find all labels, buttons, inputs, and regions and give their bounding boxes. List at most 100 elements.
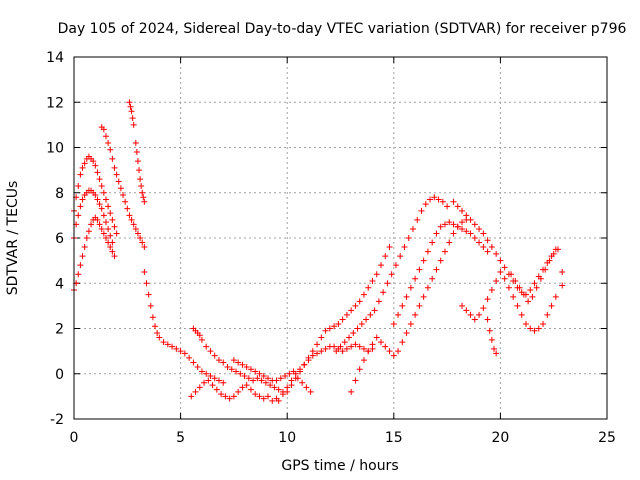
y-tick-label: -2 xyxy=(50,412,64,428)
y-tick-label: 12 xyxy=(46,95,64,111)
data-point xyxy=(130,221,137,228)
chart-title: Day 105 of 2024, Sidereal Day-to-day VTE… xyxy=(58,21,627,37)
data-point xyxy=(122,198,129,205)
data-point xyxy=(241,373,248,380)
data-point xyxy=(235,359,242,366)
data-point xyxy=(222,393,229,400)
data-point xyxy=(77,203,84,210)
data-point xyxy=(533,284,540,291)
data-point xyxy=(77,262,84,269)
data-point xyxy=(128,216,135,223)
data-point xyxy=(75,271,82,278)
data-point xyxy=(230,393,237,400)
data-point xyxy=(333,348,340,355)
y-axis-label: SDTVAR / TECUs xyxy=(5,181,21,296)
data-point xyxy=(450,221,457,228)
data-point xyxy=(356,298,363,305)
data-point xyxy=(98,182,105,189)
data-point xyxy=(247,366,254,373)
data-point xyxy=(271,384,278,391)
data-point xyxy=(218,391,225,398)
data-point xyxy=(109,248,116,255)
data-point xyxy=(420,293,427,300)
data-point xyxy=(388,271,395,278)
data-point xyxy=(559,268,566,275)
data-point xyxy=(75,182,82,189)
data-point xyxy=(137,235,144,241)
data-point xyxy=(373,271,380,278)
data-point xyxy=(107,146,114,153)
data-point xyxy=(386,244,393,251)
data-point xyxy=(107,210,114,217)
data-point xyxy=(424,248,431,255)
data-point xyxy=(348,388,355,395)
data-point xyxy=(550,250,557,257)
data-point xyxy=(559,282,566,289)
data-point xyxy=(369,341,376,348)
data-point xyxy=(331,343,338,350)
data-point xyxy=(111,164,118,171)
data-point xyxy=(476,239,483,246)
data-point xyxy=(527,325,534,332)
data-point xyxy=(79,164,86,171)
data-point xyxy=(160,339,167,346)
data-point xyxy=(352,341,359,348)
data-point xyxy=(518,311,525,318)
data-point xyxy=(79,196,86,203)
data-point xyxy=(441,221,448,228)
data-point xyxy=(420,257,427,264)
data-point xyxy=(346,334,353,341)
data-point xyxy=(429,239,436,246)
data-point xyxy=(431,194,438,201)
data-point xyxy=(262,379,269,386)
data-point xyxy=(363,316,370,323)
data-point xyxy=(277,375,284,382)
data-point xyxy=(439,198,446,205)
data-point xyxy=(471,235,478,241)
data-point xyxy=(111,223,118,230)
data-point xyxy=(493,350,500,357)
data-point xyxy=(79,253,86,260)
data-point xyxy=(243,363,250,370)
data-point xyxy=(367,311,374,318)
data-point xyxy=(395,348,402,355)
data-point xyxy=(145,291,152,298)
data-point xyxy=(258,377,265,384)
data-point xyxy=(105,203,112,210)
data-point xyxy=(247,386,254,393)
data-point xyxy=(399,339,406,346)
data-point xyxy=(141,268,148,275)
data-point xyxy=(85,228,92,235)
data-point xyxy=(463,307,470,314)
y-tick-label: 10 xyxy=(46,141,64,157)
data-point xyxy=(529,293,536,300)
data-point xyxy=(130,121,137,128)
data-point xyxy=(437,223,444,230)
data-point xyxy=(120,192,127,199)
data-point xyxy=(435,196,442,203)
data-point xyxy=(109,216,116,223)
data-point xyxy=(186,354,193,361)
data-point xyxy=(196,384,203,391)
data-point xyxy=(207,348,214,355)
data-point xyxy=(305,354,312,361)
data-point xyxy=(134,158,141,165)
data-point xyxy=(98,225,105,232)
data-point xyxy=(493,250,500,257)
data-point xyxy=(296,368,303,375)
data-point xyxy=(213,386,220,393)
data-point xyxy=(243,382,250,389)
data-point xyxy=(480,305,487,312)
x-tick-labels: 0 5 10 15 20 25 xyxy=(70,430,616,446)
data-point xyxy=(525,298,532,305)
data-point xyxy=(102,219,109,226)
data-point xyxy=(527,287,534,294)
data-point xyxy=(360,357,367,364)
data-point xyxy=(412,311,419,318)
data-point xyxy=(169,343,176,350)
data-point xyxy=(100,212,107,219)
x-tick-label: 20 xyxy=(491,430,509,446)
data-point xyxy=(100,126,107,133)
data-point xyxy=(450,230,457,237)
